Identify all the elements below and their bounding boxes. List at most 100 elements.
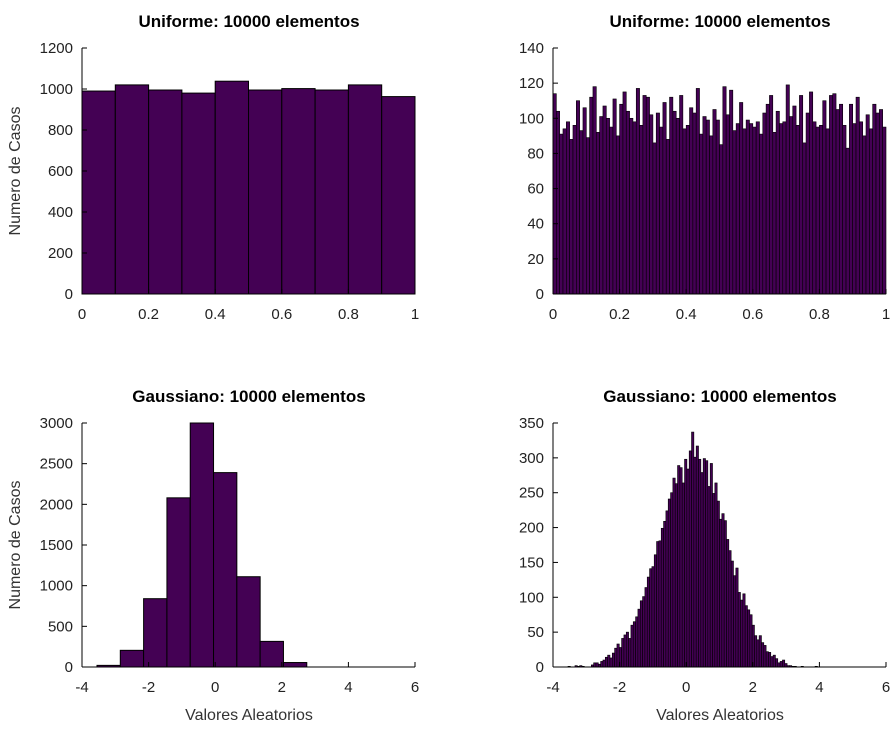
histogram-bar: [593, 662, 597, 668]
histogram-bar: [592, 86, 597, 295]
x-axis-label: Valores Aleatorios: [656, 707, 784, 724]
histogram-bar: [681, 482, 685, 668]
histogram-bar: [622, 91, 627, 295]
histogram-bar: [756, 639, 760, 668]
histogram-bar: [679, 467, 683, 668]
plot-uniform-100-bins: Uniforme: 10000 elementos 0 20 40 60 80 100 12…: [519, 12, 890, 323]
histogram-bar: [882, 126, 887, 295]
x-tick-label: -2: [142, 679, 155, 696]
y-tick-label: 80: [527, 145, 544, 162]
histogram-bar: [214, 80, 249, 295]
histogram-bar: [725, 114, 730, 295]
histogram-bar: [645, 96, 650, 295]
histogram-bar: [763, 645, 767, 668]
histogram-bar: [669, 96, 674, 295]
histogram-bar: [630, 624, 634, 668]
histogram-bar: [759, 133, 764, 295]
x-tick-label: 0.6: [742, 306, 763, 323]
histogram-bar: [114, 84, 150, 295]
histogram-bar: [709, 463, 713, 668]
bar-group: [81, 80, 416, 295]
histogram-bar: [875, 112, 880, 295]
histogram-bar: [670, 492, 674, 668]
histogram-bar: [719, 518, 723, 668]
histogram-bar: [772, 132, 777, 295]
y-tick-label: 0: [536, 286, 544, 303]
histogram-bar: [688, 450, 692, 668]
histogram-bar: [566, 121, 570, 295]
histogram-bar: [259, 640, 284, 668]
y-axis-label: Numero de Casos: [7, 107, 24, 236]
x-tick-label: 0.4: [205, 306, 226, 323]
histogram-bar: [772, 654, 776, 668]
histogram-bar: [698, 458, 702, 668]
y-tick-label: 60: [527, 181, 544, 198]
histogram-bar: [655, 112, 660, 295]
histogram-bar: [872, 103, 877, 295]
x-axis-label: Valores Aleatorios: [185, 707, 313, 724]
histogram-bar: [621, 638, 625, 668]
histogram-bar: [248, 89, 283, 295]
histogram-bar: [765, 651, 769, 668]
histogram-bar: [625, 631, 629, 668]
y-tick-label: 0: [65, 286, 73, 303]
histogram-bar: [585, 137, 590, 295]
histogram-bar: [642, 596, 646, 668]
y-tick-label: 200: [519, 520, 544, 537]
x-tick-label: 0: [682, 679, 690, 696]
histogram-bar: [639, 125, 644, 295]
histogram-bar: [604, 656, 608, 668]
histogram-bar: [628, 638, 632, 668]
histogram-bar: [569, 139, 574, 295]
y-axis-label: Numero de Casos: [7, 481, 24, 610]
bar-group: [567, 431, 818, 668]
y-tick-label: 0: [536, 659, 544, 676]
histogram-bar: [674, 483, 678, 668]
histogram-bar: [595, 662, 599, 668]
histogram-bar: [728, 550, 732, 668]
x-tick-label: 0: [211, 679, 219, 696]
histogram-bar: [789, 116, 794, 295]
histogram-bar: [805, 112, 810, 295]
histogram-bar: [660, 527, 664, 668]
histogram-bar: [672, 110, 677, 295]
histogram-bar: [705, 119, 710, 295]
histogram-bar: [845, 147, 850, 295]
plot-title: Uniforme: 10000 elementos: [138, 12, 359, 31]
histogram-bar: [762, 112, 767, 295]
histogram-bar: [829, 95, 834, 295]
histogram-bar: [576, 100, 580, 295]
histogram-bar: [862, 135, 867, 295]
histogram-bar: [609, 126, 614, 295]
histogram-bar: [602, 659, 606, 668]
histogram-bar: [347, 84, 383, 295]
y-tick-label: 2500: [40, 456, 73, 473]
y-tick-label: 1000: [40, 81, 73, 98]
histogram-bar: [693, 456, 697, 668]
histogram-bar: [785, 84, 790, 295]
histogram-bar: [236, 576, 261, 668]
x-tick-label: 0.2: [609, 306, 630, 323]
histogram-bar: [779, 661, 783, 668]
histogram-bar: [651, 566, 655, 668]
histogram-bar: [735, 123, 740, 295]
histogram-bar: [684, 458, 688, 668]
histogram-bar: [749, 123, 754, 295]
histogram-bar: [675, 117, 680, 295]
histogram-bar: [758, 635, 762, 668]
histogram-bar: [559, 133, 564, 295]
y-tick-label: 400: [48, 204, 73, 221]
histogram-bar: [852, 123, 857, 295]
histogram-bar: [726, 539, 730, 668]
histogram-bar: [649, 568, 653, 668]
y-tick-label: 100: [519, 589, 544, 606]
histogram-bar: [653, 554, 657, 668]
y-tick-label: 1000: [40, 578, 73, 595]
histogram-bar: [740, 599, 744, 668]
y-tick-label: 20: [527, 251, 544, 268]
histogram-bar: [879, 109, 883, 295]
histogram-bar: [769, 95, 774, 295]
axes: 0 20 40 60 80 100 120 140 0 0.2 0.4 0.6 0.8 1: [519, 40, 890, 323]
histogram-bar: [619, 103, 624, 295]
histogram-bar: [609, 657, 613, 668]
